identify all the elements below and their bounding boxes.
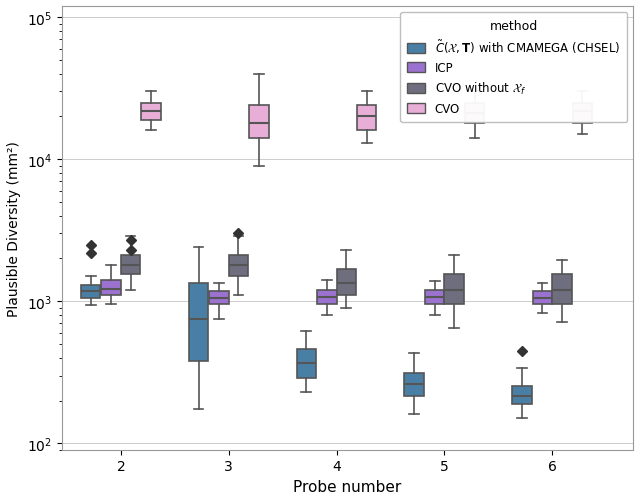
PathPatch shape bbox=[81, 286, 100, 299]
PathPatch shape bbox=[404, 374, 424, 396]
PathPatch shape bbox=[209, 292, 228, 305]
PathPatch shape bbox=[444, 275, 464, 305]
PathPatch shape bbox=[337, 269, 356, 296]
PathPatch shape bbox=[465, 104, 484, 124]
PathPatch shape bbox=[357, 106, 376, 131]
PathPatch shape bbox=[552, 275, 572, 305]
PathPatch shape bbox=[425, 291, 444, 305]
PathPatch shape bbox=[512, 386, 532, 404]
PathPatch shape bbox=[249, 106, 269, 139]
PathPatch shape bbox=[296, 350, 316, 378]
X-axis label: Probe number: Probe number bbox=[293, 479, 401, 494]
PathPatch shape bbox=[102, 281, 121, 296]
PathPatch shape bbox=[228, 256, 248, 277]
PathPatch shape bbox=[532, 292, 552, 305]
PathPatch shape bbox=[141, 104, 161, 120]
PathPatch shape bbox=[121, 256, 140, 275]
PathPatch shape bbox=[573, 104, 592, 124]
PathPatch shape bbox=[189, 283, 208, 361]
PathPatch shape bbox=[317, 291, 337, 305]
Legend: $\tilde{C}(\mathcal{X}, \mathbf{T})$ with CMAMEGA (CHSEL), ICP, CVO without $\ma: $\tilde{C}(\mathcal{X}, \mathbf{T})$ wit… bbox=[401, 13, 627, 123]
Y-axis label: Plausible Diversity (mm²): Plausible Diversity (mm²) bbox=[7, 141, 21, 316]
